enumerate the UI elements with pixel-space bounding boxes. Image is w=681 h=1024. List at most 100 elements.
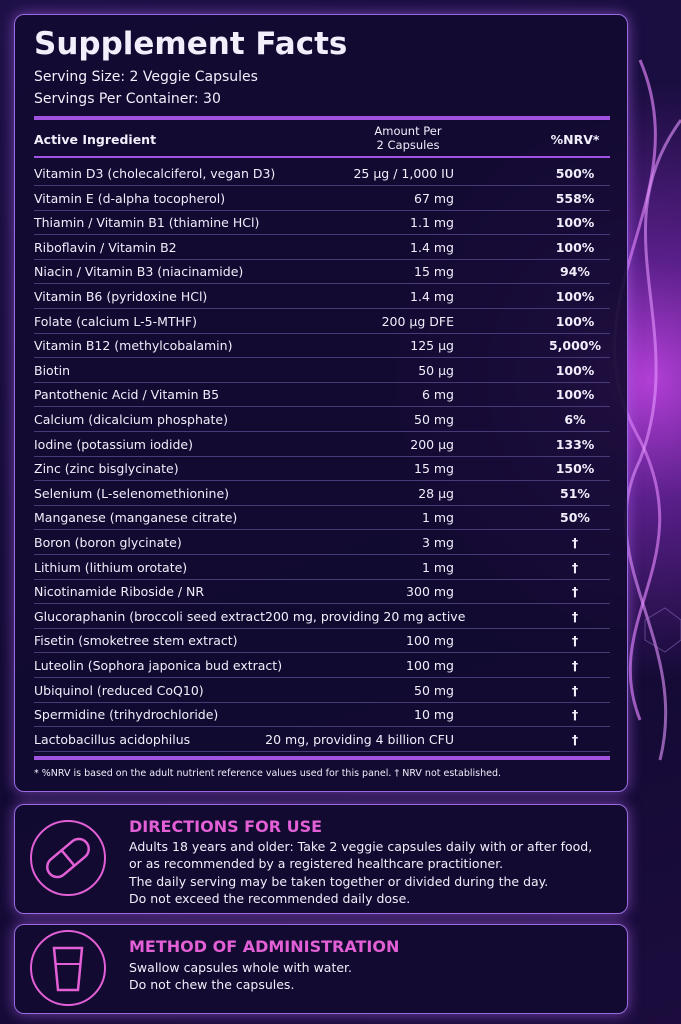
capsule-icon	[30, 820, 106, 896]
nrv: 94%	[560, 264, 590, 280]
table-row: Glucoraphanin (broccoli seed extract200 …	[34, 604, 610, 629]
ingredient: Iodine (potassium iodide)	[34, 436, 193, 452]
amount: 20 mg, providing 4 billion CFU	[265, 731, 454, 747]
text-line: Do not exceed the recommended daily dose…	[129, 890, 411, 906]
table-row: Nicotinamide Riboside / NR 300 mg †	[34, 579, 610, 605]
amount: 67 mg	[414, 190, 454, 206]
nrv: 100%	[555, 387, 595, 403]
amount: 100 mg	[406, 658, 454, 673]
ingredient: Calcium (dicalcium phosphate)	[34, 412, 228, 427]
table-row: Pantothenic Acid / Vitamin B5 6 mg 100%	[34, 382, 610, 408]
header-line: Amount Per	[374, 124, 442, 138]
table-row: Fisetin (smoketree stem extract) 100 mg †	[34, 628, 610, 654]
amount: 1.1 mg	[410, 215, 454, 231]
nrv: †	[571, 608, 579, 624]
nrv: †	[571, 658, 579, 673]
ingredient: Glucoraphanin (broccoli seed extract200 …	[34, 608, 466, 624]
ingredient: Folate (calcium L-5-MTHF)	[34, 313, 197, 329]
nrv: 100%	[555, 289, 595, 304]
amount: 1.4 mg	[410, 289, 454, 304]
ingredient: Niacin / Vitamin B3 (niacinamide)	[34, 264, 244, 280]
footnote: * %NRV is based on the adult nutrient re…	[34, 768, 502, 779]
ingredient: Fisetin (smoketree stem extract)	[34, 633, 238, 649]
amount: 3 mg	[421, 535, 454, 550]
amount: 1 mg	[421, 559, 454, 575]
text-line: The daily serving may be taken together …	[129, 873, 549, 889]
amount: 28 µg	[418, 485, 454, 501]
column-header: Active Ingredient	[34, 132, 157, 147]
table-row: Calcium (dicalcium phosphate) 50 mg 6%	[34, 407, 610, 432]
nrv: 100%	[555, 362, 595, 378]
administration-title: METHOD OF ADMINISTRATION	[129, 937, 400, 956]
nrv: 150%	[555, 461, 595, 477]
nrv: †	[571, 633, 579, 649]
facts-panel	[14, 14, 628, 792]
nrv: 100%	[555, 313, 595, 329]
ingredient: Thiamin / Vitamin B1 (thiamine HCl)	[34, 215, 260, 231]
ingredient: Manganese (manganese citrate)	[34, 510, 238, 526]
serving-size: Serving Size: 2 Veggie Capsules	[34, 69, 258, 85]
ingredient: Luteolin (Sophora japonica bud extract)	[34, 658, 283, 673]
title: Supplement Facts	[34, 26, 348, 62]
column-header: %NRV*	[550, 132, 600, 147]
table-row: Manganese (manganese citrate) 1 mg 50%	[34, 505, 610, 531]
text-line: or as recommended by a registered health…	[129, 856, 504, 872]
amount: 1.4 mg	[410, 239, 454, 255]
nrv: 5,000%	[548, 338, 602, 354]
nrv: †	[571, 682, 579, 698]
text-line: Do not chew the capsules.	[129, 977, 295, 993]
column-header: Amount Per 2 Capsules	[360, 124, 456, 152]
table-row: Luteolin (Sophora japonica bud extract) 1…	[34, 653, 610, 678]
amount: 15 mg	[414, 461, 454, 477]
glass-icon	[30, 930, 106, 1006]
ingredient: Lithium (lithium orotate)	[34, 559, 188, 575]
administration-panel	[14, 924, 628, 1014]
table-row: Lactobacillus acidophilus 20 mg, providin…	[34, 727, 610, 752]
table-row: Iodine (potassium iodide) 200 µg 133%	[34, 432, 610, 457]
amount: 50 mg	[414, 682, 454, 698]
amount: 200 µg	[410, 436, 454, 452]
table-row: Zinc (zinc bisglycinate) 15 mg 150%	[34, 456, 610, 482]
amount: 25 µg / 1,000 IU	[353, 166, 454, 181]
table-row: Boron (boron glycinate) 3 mg †	[34, 530, 610, 555]
nrv: 500%	[555, 166, 595, 181]
ingredient: Spermidine (trihydrochloride)	[34, 707, 219, 723]
table-row: Lithium (lithium orotate) 1 mg †	[34, 555, 610, 580]
nrv: 50%	[560, 510, 590, 526]
amount: 15 mg	[414, 264, 454, 280]
nrv: †	[571, 535, 579, 550]
table-row: Selenium (L-selenomethionine) 28 µg 51%	[34, 481, 610, 506]
nrv: 558%	[555, 190, 595, 206]
ingredient: Boron (boron glycinate)	[34, 535, 182, 550]
nrv: 133%	[555, 436, 595, 452]
amount: 1 mg	[421, 510, 454, 526]
amount: 300 mg	[406, 584, 454, 600]
table-row: Folate (calcium L-5-MTHF) 200 µg DFE 100%	[34, 309, 610, 334]
table-row: Spermidine (trihydrochloride) 10 mg †	[34, 702, 610, 728]
amount: 6 mg	[421, 387, 454, 403]
ingredient: Vitamin B12 (methylcobalamin)	[34, 338, 233, 354]
ingredient: Lactobacillus acidophilus	[34, 731, 191, 747]
rule	[34, 116, 610, 120]
ingredient: Vitamin E (d-alpha tocopherol)	[34, 190, 226, 206]
ingredient: Pantothenic Acid / Vitamin B5	[34, 387, 220, 403]
ingredient: Biotin	[34, 362, 70, 378]
table-row: Niacin / Vitamin B3 (niacinamide) 15 mg 94…	[34, 259, 610, 285]
table-row: Vitamin B12 (methylcobalamin) 125 µg 5,000…	[34, 333, 610, 359]
amount: 50 mg	[414, 412, 454, 427]
ingredient: Vitamin D3 (cholecalciferol, vegan D3)	[34, 166, 276, 181]
amount: 125 µg	[410, 338, 454, 354]
directions-panel	[14, 804, 628, 914]
nrv: 100%	[555, 215, 595, 231]
nrv: †	[571, 584, 579, 600]
nrv: 6%	[564, 412, 586, 427]
amount: 10 mg	[414, 707, 454, 723]
directions-title: DIRECTIONS FOR USE	[129, 817, 323, 836]
table-row: Vitamin E (d-alpha tocopherol) 67 mg 558%	[34, 186, 610, 211]
nrv: 51%	[560, 485, 590, 501]
ingredient: Nicotinamide Riboside / NR	[34, 584, 205, 600]
rule	[34, 156, 610, 158]
amount: 200 µg DFE	[381, 313, 454, 329]
